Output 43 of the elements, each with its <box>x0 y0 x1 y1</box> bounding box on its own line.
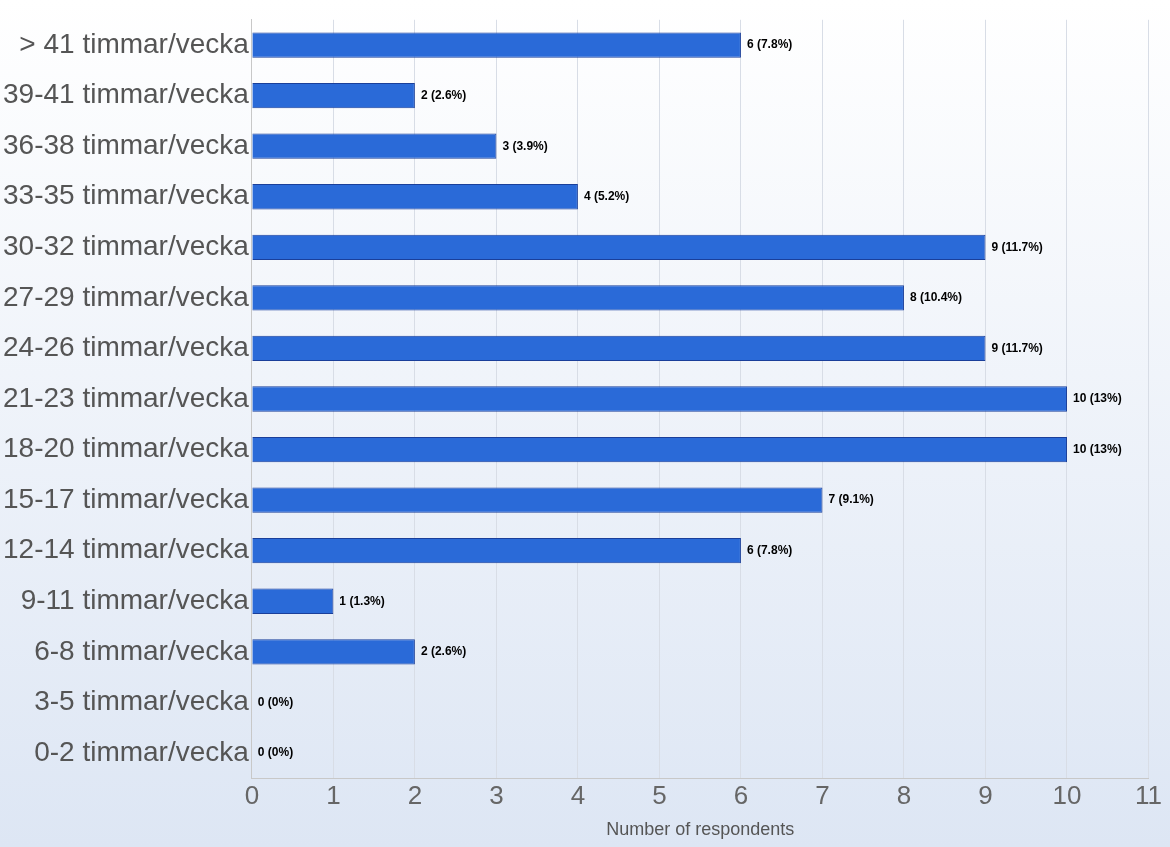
y-tick-label: 0-2 timmar/vecka <box>34 735 250 767</box>
x-tick-label: 1 <box>326 779 341 810</box>
y-tick-label: 27-29 timmar/vecka <box>2 280 250 312</box>
data-label: 0 (0%) <box>257 694 294 709</box>
data-label: 8 (10.4%) <box>909 290 962 305</box>
data-label: 1 (1.3%) <box>339 593 385 608</box>
data-label: 3 (3.9%) <box>502 138 548 153</box>
y-tick-label: 3-5 timmar/vecka <box>34 685 250 717</box>
y-tick-label: 15-17 timmar/vecka <box>2 482 250 514</box>
y-tick-label: > 41 timmar/vecka <box>19 27 250 59</box>
x-tick-label: 7 <box>815 779 830 810</box>
data-label: 2 (2.6%) <box>420 87 467 102</box>
data-label: 10 (13%) <box>1072 441 1122 456</box>
y-tick-label: 36-38 timmar/vecka <box>2 128 250 160</box>
y-tick-label: 24-26 timmar/vecka <box>2 331 250 363</box>
y-tick-label: 9-11 timmar/vecka <box>20 583 250 615</box>
x-axis-title: Number of respondents <box>606 819 795 840</box>
data-label: 7 (9.1%) <box>828 492 874 507</box>
x-tick-label: 6 <box>733 779 749 810</box>
x-tick-label: 8 <box>896 779 912 810</box>
x-tick-label: 10 <box>1052 779 1082 810</box>
data-label: 0 (0%) <box>257 745 294 760</box>
data-label: 9 (11.7%) <box>991 340 1043 355</box>
x-tick-label: 0 <box>244 779 260 810</box>
x-tick-label: 5 <box>652 779 667 810</box>
x-tick-label: 9 <box>978 779 993 810</box>
y-tick-label: 30-32 timmar/vecka <box>2 230 250 262</box>
x-tick-label: 11 <box>1135 779 1162 810</box>
data-label: 9 (11.7%) <box>991 239 1043 254</box>
data-label: 6 (7.8%) <box>746 542 793 557</box>
data-label: 4 (5.2%) <box>583 189 630 204</box>
y-tick-label: 39-41 timmar/vecka <box>2 78 250 110</box>
y-tick-label: 6-8 timmar/vecka <box>34 634 250 666</box>
y-tick-label: 33-35 timmar/vecka <box>2 179 250 211</box>
data-label: 2 (2.6%) <box>420 644 467 659</box>
y-tick-label: 12-14 timmar/vecka <box>2 533 250 565</box>
data-label: 6 (7.8%) <box>746 37 793 52</box>
y-tick-label: 18-20 timmar/vecka <box>2 432 250 464</box>
x-tick-label: 3 <box>489 779 504 810</box>
data-label: 10 (13%) <box>1072 391 1122 406</box>
x-tick-label: 2 <box>407 779 423 810</box>
y-tick-label: 21-23 timmar/vecka <box>2 381 250 413</box>
x-tick-label: 4 <box>570 779 586 810</box>
